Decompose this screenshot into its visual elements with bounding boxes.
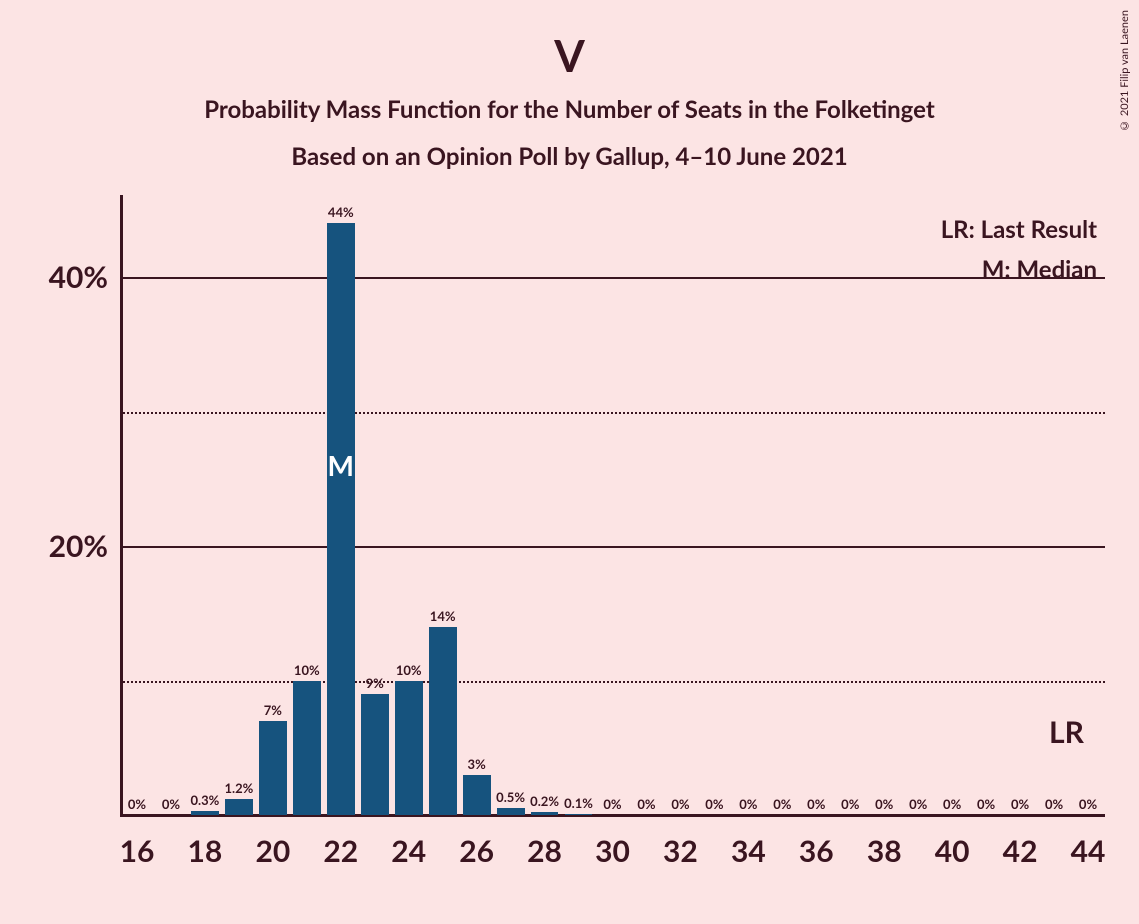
grid-minor <box>120 681 1105 683</box>
x-tick-label: 28 <box>527 815 562 869</box>
bar-value-label: 0% <box>1079 796 1097 815</box>
y-tick-label: 20% <box>49 528 120 564</box>
subtitle-2-text: Based on an Opinion Poll by Gallup, 4–10… <box>291 142 847 171</box>
subtitle-1-text: Probability Mass Function for the Number… <box>204 95 935 124</box>
title-main-text: V <box>554 30 585 82</box>
bar-value-label: 0% <box>1011 796 1029 815</box>
y-tick-label: 40% <box>49 259 120 295</box>
x-tick-label: 42 <box>1003 815 1038 869</box>
median-marker: M <box>328 448 354 482</box>
bar-value-label: 0% <box>773 796 791 815</box>
pmf-chart: © 2021 Filip van Laenen V Probability Ma… <box>0 0 1139 924</box>
x-tick-label: 36 <box>799 815 834 869</box>
chart-subtitle-1: Probability Mass Function for the Number… <box>0 95 1139 124</box>
bar-value-label: 0% <box>162 796 180 815</box>
x-tick-label: 22 <box>323 815 358 869</box>
bar-value-label: 10% <box>396 662 422 681</box>
x-tick-label: 16 <box>120 815 155 869</box>
bar-value-label: 7% <box>264 702 282 721</box>
x-tick-label: 18 <box>188 815 223 869</box>
bar-value-label: 0.1% <box>564 795 593 814</box>
x-tick-label: 38 <box>867 815 902 869</box>
bar: 0.2% <box>531 812 559 815</box>
y-axis <box>120 195 123 815</box>
bar: 10% <box>395 681 423 815</box>
bar-value-label: 0% <box>671 796 689 815</box>
grid-major <box>120 546 1105 548</box>
x-tick-label: 32 <box>663 815 698 869</box>
bar: 0.5% <box>497 808 525 815</box>
x-tick-label: 20 <box>255 815 290 869</box>
bar-value-label: 10% <box>294 662 320 681</box>
bar: 1.2% <box>225 799 253 815</box>
bar-value-label: 0% <box>603 796 621 815</box>
x-tick-label: 44 <box>1071 815 1106 869</box>
plot-area: 20%40%1618202224262830323436384042440%0%… <box>120 210 1105 815</box>
bar-value-label: 0% <box>637 796 655 815</box>
x-tick-label: 34 <box>731 815 766 869</box>
bar-value-label: 9% <box>366 675 384 694</box>
bar-value-label: 0% <box>705 796 723 815</box>
bar-value-label: 1.2% <box>224 780 253 799</box>
legend-median: M: Median <box>982 255 1097 284</box>
bar-value-label: 0% <box>739 796 757 815</box>
bar-value-label: 0% <box>943 796 961 815</box>
bar: 10% <box>293 681 321 815</box>
bar: 0.3% <box>191 811 219 815</box>
bar: 44%M <box>327 223 355 815</box>
x-tick-label: 24 <box>391 815 426 869</box>
legend-lr: LR: Last Result <box>941 215 1097 244</box>
bar: 9% <box>361 694 389 815</box>
bar: 3% <box>463 775 491 815</box>
bar-value-label: 0% <box>807 796 825 815</box>
bar-value-label: 0% <box>1045 796 1063 815</box>
chart-subtitle-2: Based on an Opinion Poll by Gallup, 4–10… <box>0 142 1139 171</box>
bar-value-label: 0% <box>977 796 995 815</box>
grid-minor <box>120 412 1105 414</box>
chart-title-main: V <box>0 30 1139 82</box>
bar-value-label: 0.2% <box>530 793 559 812</box>
bar-value-label: 0.5% <box>496 789 525 808</box>
bar: 14% <box>429 627 457 815</box>
bar-value-label: 14% <box>430 608 456 627</box>
bar-value-label: 0% <box>128 796 146 815</box>
x-tick-label: 26 <box>459 815 494 869</box>
grid-major <box>120 277 1105 279</box>
bar-value-label: 0% <box>875 796 893 815</box>
bar-value-label: 0.3% <box>190 792 219 811</box>
bar: 0.1% <box>565 814 593 815</box>
x-tick-label: 30 <box>595 815 630 869</box>
bar-value-label: 3% <box>468 756 486 775</box>
x-tick-label: 40 <box>935 815 970 869</box>
lr-marker: LR <box>1049 714 1084 750</box>
bar-value-label: 44% <box>328 204 354 223</box>
bar-value-label: 0% <box>909 796 927 815</box>
bar-value-label: 0% <box>841 796 859 815</box>
bar: 7% <box>259 721 287 815</box>
